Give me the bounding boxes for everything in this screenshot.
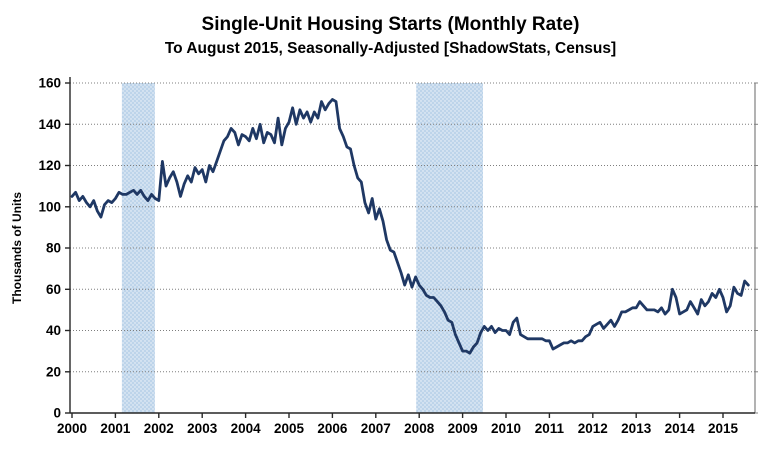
- y-axis-title: Thousands of Units: [10, 192, 24, 304]
- chart-subtitle: To August 2015, Seasonally-Adjusted [Sha…: [164, 40, 617, 57]
- x-tick-label: 2005: [274, 421, 305, 436]
- recession-bands: [121, 83, 483, 413]
- x-tick-label: 2013: [621, 421, 652, 436]
- x-tick-label: 2008: [404, 421, 435, 436]
- y-tick-label: 0: [53, 406, 61, 421]
- y-tick-label: 140: [38, 117, 61, 132]
- y-axis: 0 20 40 60 80 100 120 140 160: [38, 76, 71, 421]
- x-tick-label: 2007: [361, 421, 391, 436]
- gridlines: [70, 82, 755, 373]
- x-tick-label: 2012: [578, 421, 608, 436]
- chart-title: Single-Unit Housing Starts (Monthly Rate…: [201, 14, 580, 35]
- x-tick-label: 2002: [144, 421, 174, 436]
- x-tick-label: 2011: [535, 421, 565, 436]
- right-frame: [754, 82, 758, 414]
- x-tick-label: 2003: [187, 421, 218, 436]
- x-tick-label: 2001: [100, 421, 131, 436]
- y-tick-label: 80: [46, 241, 61, 256]
- x-tick-label: 2015: [708, 421, 739, 436]
- x-tick-label: 2014: [665, 421, 696, 436]
- x-tick-label: 2000: [57, 421, 87, 436]
- y-tick-label: 120: [38, 158, 61, 173]
- series-line: [70, 98, 750, 355]
- y-tick-label: 100: [38, 199, 61, 214]
- x-axis: 2000 2001 2002 2003 2004 2005 2006 2007 2008 2009…: [57, 412, 755, 436]
- y-tick-label: 60: [46, 282, 61, 297]
- y-tick-label: 40: [46, 323, 61, 338]
- y-tick-label: 20: [46, 364, 61, 379]
- x-tick-label: 2004: [231, 421, 262, 436]
- x-tick-label: 2006: [317, 421, 348, 436]
- x-tick-label: 2010: [491, 421, 521, 436]
- y-tick-label: 160: [38, 76, 61, 91]
- x-tick-label: 2009: [448, 421, 478, 436]
- recession-band: [121, 83, 155, 413]
